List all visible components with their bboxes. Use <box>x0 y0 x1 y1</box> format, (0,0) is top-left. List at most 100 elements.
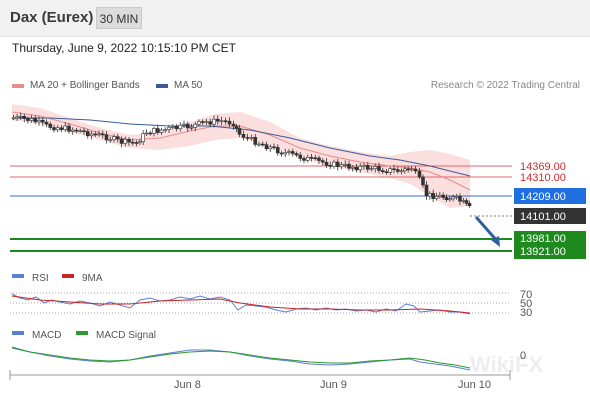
macd-panel: MACD MACD Signal 0 <box>11 330 526 371</box>
legend-ma50-label: MA 50 <box>174 80 203 91</box>
candle-body <box>272 146 276 149</box>
candle-body <box>208 121 213 125</box>
candle-body <box>328 165 333 167</box>
level-box-14101 <box>514 208 586 224</box>
level-text-13981: 13981.00 <box>520 233 566 245</box>
candle-body <box>78 130 83 133</box>
rsi-level-30: 30 <box>520 307 532 319</box>
candle-body <box>290 151 295 154</box>
candle-body <box>354 166 359 171</box>
candle-body <box>89 133 94 137</box>
candle-body <box>409 168 414 171</box>
candle-body <box>245 137 250 139</box>
candle-body <box>260 143 265 146</box>
candle-body <box>324 161 329 166</box>
macd-signal-label: MACD Signal <box>96 330 156 341</box>
macd-zero-label: 0 <box>520 350 526 362</box>
candle-body <box>313 157 318 160</box>
candle-body <box>332 161 336 167</box>
candle-body <box>399 170 404 173</box>
candle-body <box>74 129 79 132</box>
candle-body <box>115 136 120 140</box>
chart-header: Dax (Eurex) 30 MIN <box>0 0 590 37</box>
candle-body <box>467 203 472 206</box>
candle-body <box>174 126 179 130</box>
candle-body <box>97 133 101 136</box>
rsi-label: RSI <box>32 273 49 284</box>
candle-body <box>138 141 142 144</box>
candle-body <box>144 132 149 135</box>
candle-body <box>85 131 90 137</box>
candle-body <box>26 118 30 121</box>
candle-body <box>123 138 128 144</box>
watermark-text: WikiFX <box>470 352 543 377</box>
candle-body <box>369 168 374 170</box>
timeframe-button[interactable]: 30 MIN <box>96 7 142 29</box>
candle-body <box>130 141 135 144</box>
level-text-13921: 13921.00 <box>520 246 566 258</box>
level-label-14101: 14101.00 <box>514 208 586 224</box>
rsi-ma-label: 9MA <box>82 273 103 284</box>
candle-body <box>305 157 310 161</box>
level-text-14369: 14369.00 <box>520 161 566 173</box>
candle-body <box>22 115 27 119</box>
candle-body <box>93 133 98 136</box>
level-label-14310: 14310.00 <box>520 172 566 184</box>
level-label-14369: 14369.00 <box>520 161 566 173</box>
candle-body <box>155 128 160 133</box>
candle-body <box>18 115 23 118</box>
candle-body <box>298 154 303 159</box>
candle-body <box>200 121 205 123</box>
candle-body <box>197 121 201 125</box>
candle-body <box>309 157 314 159</box>
level-box-13921 <box>514 244 586 259</box>
candle-body <box>417 170 422 178</box>
ma-bollinger-swatch <box>12 83 24 88</box>
macd-signal-line <box>11 347 471 369</box>
macd-line <box>11 346 471 371</box>
candle-body <box>257 143 261 146</box>
rsi-ma-line <box>11 295 471 314</box>
candle-body <box>63 125 68 130</box>
legend-ma-bollinger-label: MA 20 + Bollinger Bands <box>30 80 140 91</box>
macd-swatch <box>12 331 24 335</box>
candle-body <box>464 200 469 204</box>
level-label-13981: 13981.00 <box>514 231 586 246</box>
candle-body <box>70 129 75 132</box>
candle-body <box>127 138 131 143</box>
candle-body <box>358 165 363 171</box>
candle-body <box>215 118 220 122</box>
candle-body <box>343 163 348 166</box>
candle-body <box>362 164 366 167</box>
candle-body <box>458 196 462 202</box>
candle-body <box>185 123 190 129</box>
x-label-jun10: Jun 10 <box>458 379 491 391</box>
level-text-14101: 14101.00 <box>520 211 566 223</box>
candle-body <box>388 168 393 173</box>
candle-body <box>234 125 239 129</box>
research-credit: Research © 2022 Trading Central <box>430 80 580 91</box>
candle-body <box>231 123 236 127</box>
candle-body <box>454 196 459 198</box>
candle-body <box>44 121 49 125</box>
candle-body <box>11 117 16 120</box>
candle-body <box>67 125 71 132</box>
instrument-title: Dax (Eurex) <box>10 9 94 26</box>
candle-body <box>444 197 449 200</box>
candle-body <box>237 127 242 135</box>
candle-body <box>29 118 34 121</box>
candle-body <box>279 152 284 155</box>
rsi-swatch <box>12 274 24 278</box>
candle-body <box>59 127 64 130</box>
candle-body <box>55 127 60 131</box>
bollinger-band <box>12 104 470 208</box>
candle-body <box>441 194 445 198</box>
candle-body <box>268 146 273 150</box>
candle-body <box>249 137 254 139</box>
candle-body <box>392 168 396 171</box>
candle-body <box>182 123 186 126</box>
candle-body <box>431 193 435 199</box>
candle-body <box>335 161 340 167</box>
candle-body <box>37 120 41 123</box>
candle-body <box>253 137 258 145</box>
